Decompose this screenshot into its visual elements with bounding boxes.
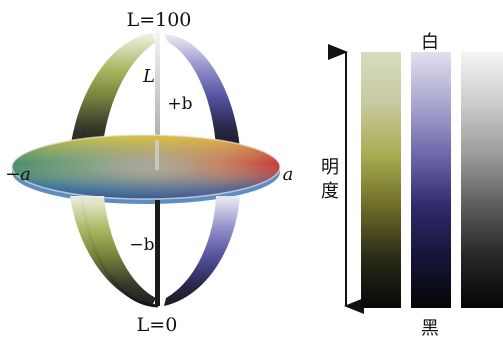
- ring-blue-violet-lower: [164, 196, 240, 306]
- label-minus-a: −a: [5, 164, 31, 185]
- label-black: 黑: [421, 318, 439, 339]
- ab-plane-disc: [11, 134, 281, 204]
- color-sphere: L=100 L=0 L +b −b −a a: [5, 9, 293, 336]
- ring-blue-violet-upper: [164, 34, 240, 150]
- label-lightness-2: 度: [321, 181, 339, 202]
- label-white: 白: [421, 32, 439, 53]
- label-lightness-1: 明: [321, 157, 339, 178]
- ring-yellow-green-upper: [70, 34, 156, 150]
- label-minus-b: −b: [129, 235, 154, 255]
- lightness-strips-panel: 明 度 白 黑: [321, 32, 503, 339]
- strip-yellow-green: [361, 52, 401, 308]
- label-l-100: L=100: [127, 9, 192, 31]
- label-plus-b: +b: [167, 94, 192, 114]
- strip-blue-violet: [411, 52, 451, 308]
- ring-yellow-green-lower: [70, 196, 156, 306]
- strip-gray: [461, 52, 503, 308]
- label-l-0: L=0: [137, 314, 178, 336]
- label-plus-a: a: [283, 164, 294, 185]
- label-l-axis: L: [142, 66, 155, 87]
